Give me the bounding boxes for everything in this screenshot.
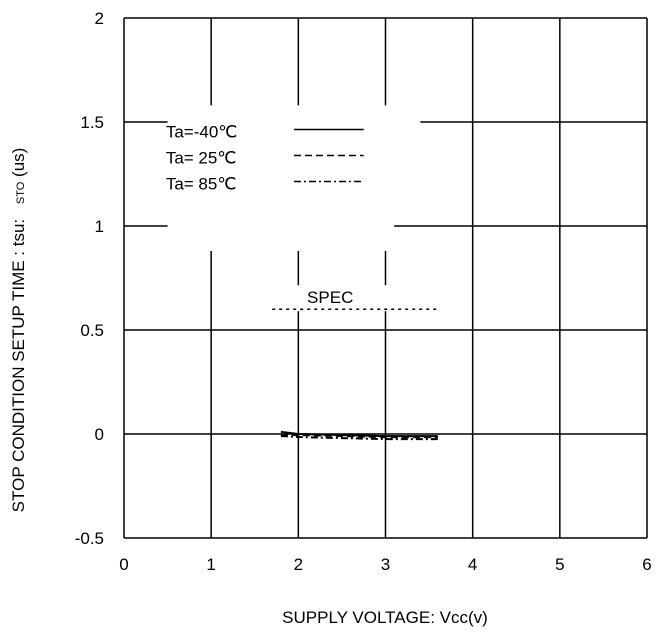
- y-axis-title-unit: (us): [9, 148, 28, 177]
- x-tick-label: 1: [206, 555, 215, 574]
- y-axis-title-main: STOP CONDITION SETUP TIME : tsu:: [9, 219, 28, 512]
- y-axis-title: STOP CONDITION SETUP TIME : tsu: STO (us…: [9, 148, 28, 513]
- x-tick-label: 6: [642, 555, 651, 574]
- legend: Ta=-40℃ Ta= 25℃ Ta= 85℃: [166, 105, 395, 251]
- spec-group: SPEC: [272, 285, 438, 312]
- series-line: [280, 434, 438, 439]
- y-axis-title-group: STOP CONDITION SETUP TIME : tsu: STO (us…: [9, 148, 28, 513]
- y-tick-label: 1: [95, 217, 104, 236]
- tick-labels: 0 1 2 3 4 5 6 -0.5 0 0.5 1 1.5 2: [75, 9, 652, 574]
- y-tick-label: -0.5: [75, 529, 104, 548]
- x-tick-label: 0: [119, 555, 128, 574]
- x-tick-label: 3: [381, 555, 390, 574]
- x-tick-label: 2: [294, 555, 303, 574]
- legend-label: Ta=-40℃: [166, 123, 238, 142]
- x-axis-title: SUPPLY VOLTAGE: Vcc(v): [282, 608, 488, 627]
- grid: [123, 17, 648, 539]
- y-tick-label: 1.5: [80, 113, 104, 132]
- x-tick-label: 5: [555, 555, 564, 574]
- spec-label: SPEC: [307, 288, 353, 307]
- legend-label: Ta= 85℃: [166, 175, 237, 194]
- legend-label: Ta= 25℃: [166, 149, 237, 168]
- y-tick-label: 2: [95, 9, 104, 28]
- y-axis-title-sub: STO: [15, 181, 27, 204]
- x-tick-label: 4: [468, 555, 477, 574]
- spec-background: [272, 285, 438, 312]
- series-lines: [280, 430, 438, 441]
- y-tick-label: 0: [95, 425, 104, 444]
- y-tick-label: 0.5: [80, 321, 104, 340]
- series-line: [280, 435, 438, 441]
